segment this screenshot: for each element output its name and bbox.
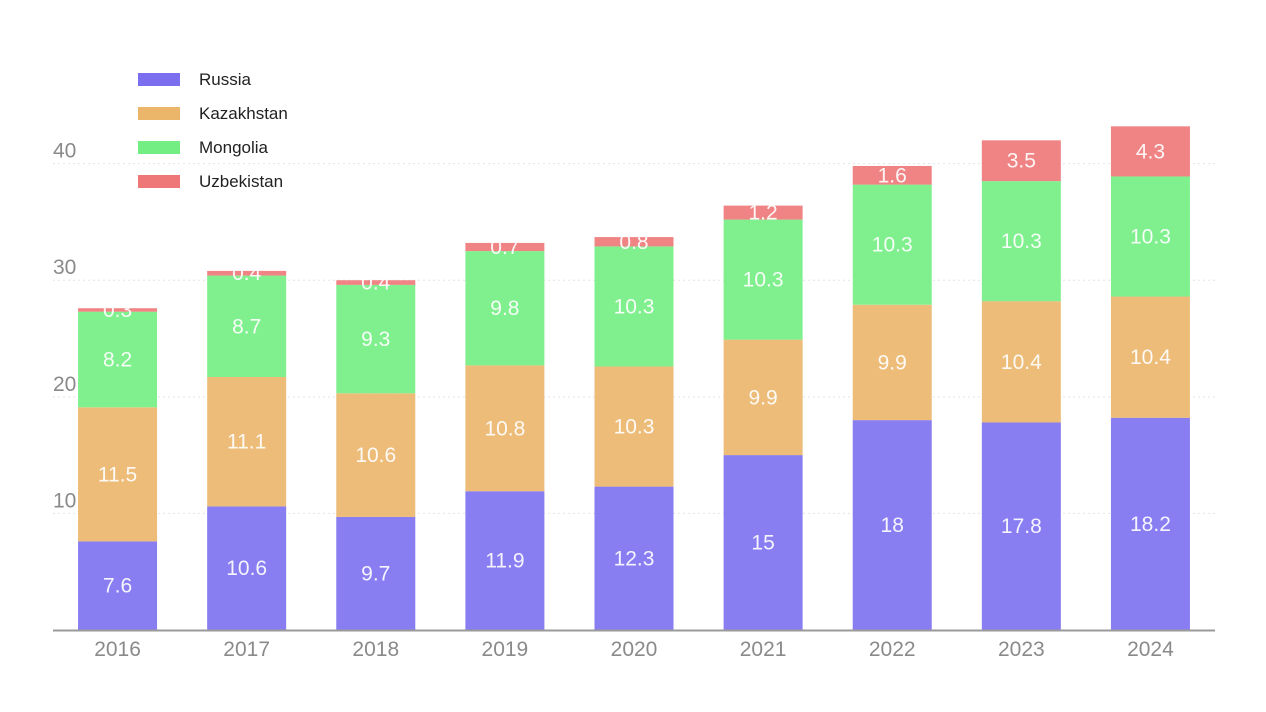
bar-segment-kazakhstan-2018 bbox=[336, 393, 416, 517]
data-label: 17.8 bbox=[1001, 515, 1042, 538]
data-label: 10.3 bbox=[614, 295, 655, 318]
data-label: 7.6 bbox=[103, 575, 132, 598]
bar-segment-kazakhstan-2023 bbox=[981, 301, 1061, 423]
data-label: 10.3 bbox=[743, 269, 784, 292]
bar-segment-russia-2023 bbox=[981, 422, 1061, 630]
bar-segment-uzbekistan-2016 bbox=[78, 308, 158, 312]
bar-segment-mongolia-2022 bbox=[852, 184, 932, 305]
bar-segment-mongolia-2018 bbox=[336, 284, 416, 394]
data-labels: 7.6 11.5 8.2 0.3 10.6 11.1 8.7 0.4 9.7 10.6 9.3 0.4… bbox=[98, 140, 1171, 597]
data-label: 3.5 bbox=[1007, 150, 1036, 173]
data-label: 10.3 bbox=[1001, 230, 1042, 253]
data-label: 10.3 bbox=[614, 416, 655, 439]
data-label: 11.9 bbox=[485, 550, 524, 573]
x-tick-label: 2022 bbox=[869, 638, 916, 661]
y-axis-ticks: 10 20 30 40 bbox=[53, 140, 76, 513]
bar-segment-kazakhstan-2017 bbox=[207, 376, 287, 507]
legend-label: Russia bbox=[199, 70, 252, 89]
legend-label: Kazakhstan bbox=[199, 104, 288, 123]
data-label: 10.6 bbox=[355, 444, 396, 467]
bar-segment-mongolia-2021 bbox=[723, 219, 803, 340]
y-tick-label: 30 bbox=[53, 256, 76, 279]
bar-segment-kazakhstan-2022 bbox=[852, 304, 932, 421]
bar-segment-uzbekistan-2017 bbox=[207, 270, 287, 276]
bar-segment-mongolia-2017 bbox=[207, 275, 287, 377]
data-label: 9.8 bbox=[490, 297, 519, 320]
bar-segment-mongolia-2020 bbox=[594, 246, 674, 367]
bar-segment-mongolia-2023 bbox=[981, 181, 1061, 302]
legend-swatch bbox=[138, 107, 180, 120]
data-label: 0.7 bbox=[490, 236, 519, 259]
bar-segment-mongolia-2019 bbox=[465, 251, 545, 366]
data-label: 12.3 bbox=[614, 547, 655, 570]
bar-segment-russia-2022 bbox=[852, 420, 932, 630]
bar-segment-uzbekistan-2024 bbox=[1110, 126, 1190, 177]
data-label: 10.3 bbox=[1130, 226, 1171, 249]
bar-segment-uzbekistan-2022 bbox=[852, 165, 932, 185]
x-tick-label: 2023 bbox=[998, 638, 1045, 661]
y-tick-label: 40 bbox=[53, 140, 76, 163]
data-label: 1.6 bbox=[878, 164, 907, 187]
x-tick-label: 2018 bbox=[352, 638, 399, 661]
data-label: 9.9 bbox=[878, 351, 907, 374]
bar-segment-mongolia-2024 bbox=[1110, 176, 1190, 297]
x-tick-label: 2017 bbox=[223, 638, 270, 661]
legend-swatch bbox=[138, 73, 180, 86]
data-label: 1.2 bbox=[749, 202, 778, 225]
bar-segment-uzbekistan-2023 bbox=[981, 140, 1061, 182]
bar-segment-uzbekistan-2019 bbox=[465, 242, 545, 252]
data-label: 10.8 bbox=[484, 417, 525, 440]
bar-segment-mongolia-2016 bbox=[78, 311, 158, 408]
data-label: 10.4 bbox=[1001, 351, 1042, 374]
x-tick-label: 2020 bbox=[611, 638, 658, 661]
data-label: 9.9 bbox=[749, 386, 778, 409]
data-label: 15 bbox=[751, 532, 774, 555]
legend-swatch bbox=[138, 141, 180, 154]
bar-segment-uzbekistan-2020 bbox=[594, 237, 674, 247]
data-label: 4.3 bbox=[1136, 140, 1165, 163]
x-tick-label: 2024 bbox=[1127, 638, 1174, 661]
x-tick-label: 2021 bbox=[740, 638, 787, 661]
data-label: 18 bbox=[881, 514, 904, 537]
x-axis-ticks: 2016 2017 2018 2019 2020 2021 2022 2023 2024 bbox=[94, 638, 1174, 661]
data-label: 0.4 bbox=[232, 262, 262, 285]
bar-segment-uzbekistan-2021 bbox=[723, 205, 803, 220]
data-label: 11.5 bbox=[98, 463, 137, 486]
bar-segment-kazakhstan-2021 bbox=[723, 339, 803, 456]
data-label: 18.2 bbox=[1130, 513, 1171, 536]
bar-segment-kazakhstan-2024 bbox=[1110, 296, 1190, 418]
x-tick-label: 2019 bbox=[482, 638, 529, 661]
legend-swatch bbox=[138, 175, 180, 188]
data-label: 10.4 bbox=[1130, 346, 1171, 369]
data-label: 0.8 bbox=[619, 231, 648, 254]
bar-segment-russia-2019 bbox=[465, 491, 545, 630]
x-tick-label: 2016 bbox=[94, 638, 141, 661]
bar-segment-kazakhstan-2020 bbox=[594, 366, 674, 487]
bar-segment-kazakhstan-2016 bbox=[78, 407, 158, 542]
data-label: 11.1 bbox=[227, 431, 266, 454]
data-label: 8.7 bbox=[232, 315, 261, 338]
bar-segment-russia-2017 bbox=[207, 506, 287, 630]
y-tick-label: 20 bbox=[53, 373, 76, 396]
data-label: 9.7 bbox=[361, 562, 390, 585]
bar-segment-russia-2016 bbox=[78, 541, 158, 630]
bar-segment-russia-2018 bbox=[336, 516, 416, 630]
y-tick-label: 10 bbox=[53, 489, 76, 512]
data-label: 10.3 bbox=[872, 234, 913, 257]
bar-segment-kazakhstan-2019 bbox=[465, 365, 545, 492]
data-label: 10.6 bbox=[226, 557, 267, 580]
legend: Russia Kazakhstan Mongolia Uzbekistan bbox=[138, 70, 288, 191]
bars bbox=[78, 126, 1190, 630]
data-label: 9.3 bbox=[361, 328, 390, 351]
data-label: 0.4 bbox=[361, 272, 391, 295]
bar-segment-russia-2021 bbox=[723, 455, 803, 630]
legend-label: Mongolia bbox=[199, 138, 269, 157]
bar-segment-uzbekistan-2018 bbox=[336, 280, 416, 285]
bar-segment-russia-2020 bbox=[594, 486, 674, 630]
bar-segment-russia-2024 bbox=[1110, 417, 1190, 630]
data-label: 0.3 bbox=[103, 299, 132, 322]
legend-label: Uzbekistan bbox=[199, 172, 283, 191]
data-label: 8.2 bbox=[103, 349, 132, 372]
